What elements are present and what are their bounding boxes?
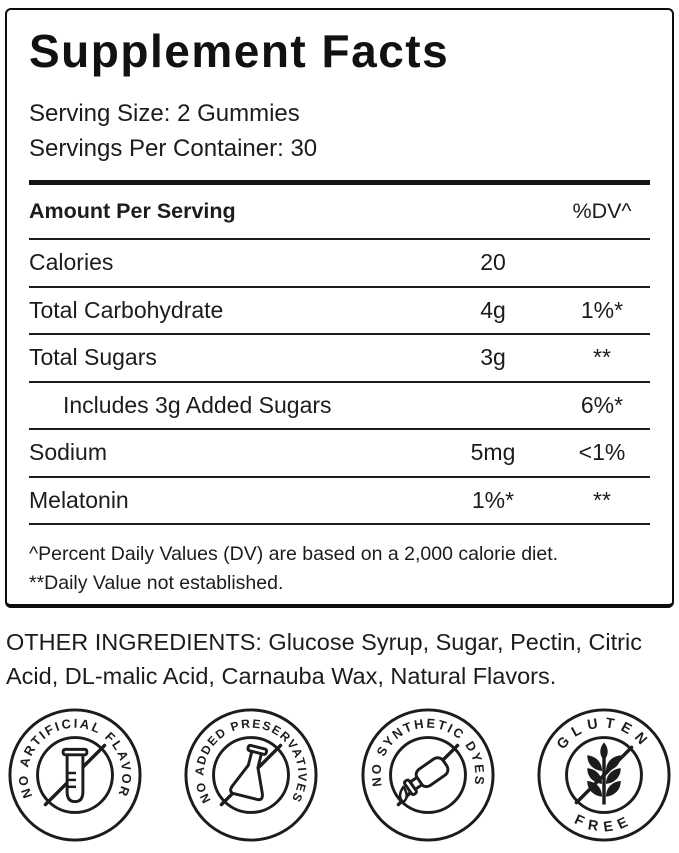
nutrient-amount: 4g — [480, 296, 506, 323]
nutrient-name: Calories — [29, 249, 114, 276]
table-row: Total Sugars 3g ** — [29, 333, 650, 381]
nutrient-name: Total Sugars — [29, 344, 157, 371]
badge-no-artificial-flavor: NO ARTIFICIAL FLAVOR — [8, 708, 142, 842]
amount-per-serving-label: Amount Per Serving — [29, 199, 236, 223]
test-tube-icon — [61, 747, 89, 804]
nutrient-name: Includes 3g Added Sugars — [63, 391, 332, 418]
table-header: Amount Per Serving %DV^ — [29, 185, 650, 238]
nutrient-dv: <1% — [578, 439, 626, 466]
badge-bottom-text: FREE — [572, 812, 630, 836]
nutrient-name: Melatonin — [29, 486, 129, 513]
wheat-icon — [587, 742, 621, 805]
badge-no-synthetic-dyes: NO SYNTHETIC DYES — [361, 708, 495, 842]
badge-no-added-preservatives: NO ADDED PRESERVATIVES — [184, 708, 318, 842]
dye-bottle-icon — [398, 756, 450, 804]
nutrient-dv: ** — [593, 344, 611, 371]
nutrient-amount: 1%* — [471, 486, 515, 513]
other-ingredients: OTHER INGREDIENTS: Glucose Syrup, Sugar,… — [6, 629, 642, 689]
servings-per-container: Servings Per Container: 30 — [29, 135, 318, 162]
footnote-not-established: **Daily Value not established. — [29, 572, 284, 594]
nutrition-table: Calories 20 Total Carbohydrate 4g 1%* To… — [29, 238, 650, 525]
table-row: Melatonin 1%* ** — [29, 475, 650, 524]
table-row: Calories 20 — [29, 238, 650, 286]
supplement-facts-panel: Supplement Facts Serving Size: 2 Gummies… — [5, 8, 674, 608]
table-row: Total Carbohydrate 4g 1%* — [29, 285, 650, 334]
nutrient-amount: 5mg — [470, 439, 516, 466]
nutrient-dv: 6%* — [580, 391, 624, 418]
footnotes: ^Percent Daily Values (DV) are based on … — [29, 525, 650, 598]
nutrient-amount: 20 — [480, 249, 506, 276]
nutrient-dv: 1%* — [580, 296, 624, 323]
nutrient-amount: 3g — [480, 344, 506, 371]
nutrient-dv: ** — [593, 486, 611, 513]
table-row: Includes 3g Added Sugars 6%* — [29, 380, 650, 429]
nutrient-name: Total Carbohydrate — [29, 296, 224, 323]
footnote-daily-values: ^Percent Daily Values (DV) are based on … — [29, 543, 559, 565]
table-row: Sodium 5mg <1% — [29, 428, 650, 476]
badges-row: NO ARTIFICIAL FLAVOR NO ADDED PRESERVATI… — [5, 706, 674, 844]
dv-header-label: %DV^ — [572, 199, 632, 223]
flask-icon — [229, 743, 269, 802]
badge-gluten-free: GLUTEN FREE — [537, 708, 671, 842]
serving-size: Serving Size: 2 Gummies — [29, 100, 300, 127]
nutrient-name: Sodium — [29, 439, 107, 466]
svg-text:FREE: FREE — [572, 812, 636, 836]
panel-title: Supplement Facts — [29, 25, 450, 77]
thick-divider — [29, 180, 650, 185]
